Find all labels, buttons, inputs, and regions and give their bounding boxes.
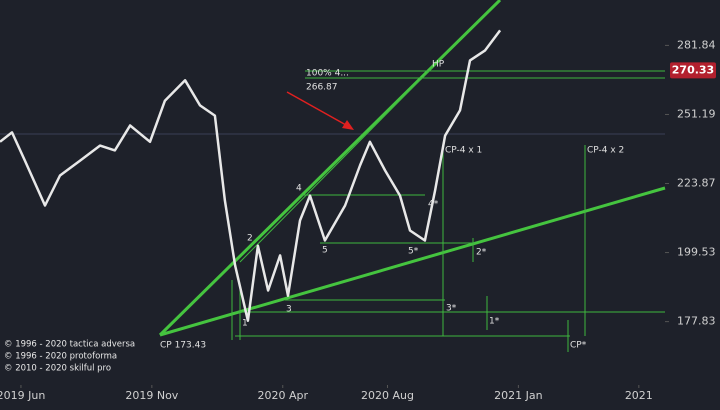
y-tick-label: 177.83: [677, 315, 716, 328]
annotation: CP 173.43: [160, 341, 206, 351]
annotation: CP-4 x 2: [587, 146, 624, 156]
annotation: 3*: [446, 304, 457, 314]
annotation: 266.87: [306, 83, 338, 93]
annotation: CP*: [570, 341, 587, 351]
annotation: 2: [247, 234, 253, 244]
annotations: 100% 4... 266.87 HP CP-4 x 1 CP-4 x 2 4 2 5 3 1 4*…: [4, 60, 624, 374]
last-price-label: 270.33: [672, 63, 714, 76]
annotation: HP: [432, 60, 445, 70]
plot: [0, 29, 502, 322]
annotation: 4: [296, 184, 302, 194]
annotation: 100% 4...: [306, 69, 349, 79]
annotation: 2*: [476, 248, 487, 258]
y-tick-label: 281.84: [677, 38, 716, 51]
y-tick-label: 251.19: [677, 107, 716, 120]
annotation: 5: [322, 246, 328, 256]
x-tick-label: 2019 Jun: [0, 389, 45, 402]
copyright: © 1996 - 2020 protoforma: [4, 352, 117, 362]
x-tick-label: 2020 Aug: [361, 389, 414, 402]
annotation-lines: [158, 0, 666, 352]
y-tick-label: 199.53: [677, 246, 716, 259]
x-tick-label: 2021 Jan: [494, 389, 542, 402]
arrow: [286, 91, 354, 130]
last-price-box: [670, 62, 716, 79]
annotation: 3: [286, 305, 292, 315]
annotation: 1: [242, 319, 248, 329]
annotation: 1*: [489, 317, 500, 327]
axes: 177.83 199.53 223.87 251.19 281.84 2019 Jun 20…: [0, 38, 716, 402]
x-tick-label: 2019 Nov: [125, 389, 178, 402]
copyright: © 1996 - 2020 tactica adversa: [4, 340, 135, 350]
x-tick-label: 2021: [625, 389, 653, 402]
annotation: 4*: [428, 200, 439, 210]
price-line: [0, 29, 502, 322]
copyright: © 2010 - 2020 skilful pro: [4, 364, 111, 374]
x-tick-label: 2020 Apr: [257, 389, 308, 402]
y-tick-label: 223.87: [677, 177, 716, 190]
annotation: CP-4 x 1: [445, 146, 482, 156]
annotation: 5*: [408, 247, 419, 257]
